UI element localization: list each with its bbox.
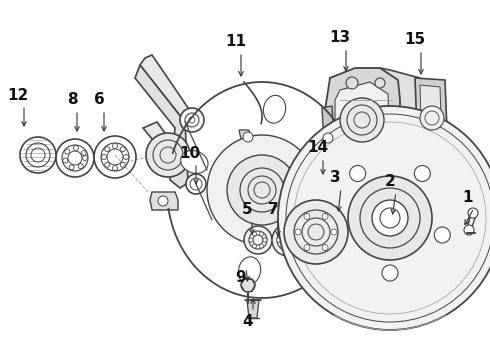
Circle shape xyxy=(113,166,118,171)
Circle shape xyxy=(278,106,490,330)
Circle shape xyxy=(65,149,70,154)
Circle shape xyxy=(249,238,253,242)
Text: 5: 5 xyxy=(242,202,252,217)
Circle shape xyxy=(295,229,301,235)
Ellipse shape xyxy=(311,219,338,243)
Circle shape xyxy=(272,224,304,256)
Circle shape xyxy=(146,133,190,177)
Circle shape xyxy=(322,213,328,219)
Circle shape xyxy=(434,227,450,243)
Circle shape xyxy=(290,245,295,250)
Circle shape xyxy=(284,200,348,264)
Polygon shape xyxy=(143,122,200,186)
Text: 13: 13 xyxy=(329,31,350,45)
Text: 6: 6 xyxy=(94,93,104,108)
Polygon shape xyxy=(140,55,195,122)
Circle shape xyxy=(186,174,206,194)
Circle shape xyxy=(227,155,297,225)
Circle shape xyxy=(158,196,168,206)
Polygon shape xyxy=(335,82,390,155)
Circle shape xyxy=(281,245,286,250)
Circle shape xyxy=(252,244,256,248)
Text: 12: 12 xyxy=(7,87,28,103)
Text: 3: 3 xyxy=(330,171,341,185)
Circle shape xyxy=(241,278,255,292)
Polygon shape xyxy=(328,68,420,168)
Circle shape xyxy=(350,166,366,181)
Circle shape xyxy=(123,154,128,159)
Polygon shape xyxy=(247,300,259,318)
Circle shape xyxy=(276,238,281,243)
Text: 1: 1 xyxy=(463,190,473,206)
Circle shape xyxy=(207,135,317,245)
Circle shape xyxy=(69,165,74,170)
Circle shape xyxy=(180,108,204,132)
Polygon shape xyxy=(135,65,188,188)
Text: 10: 10 xyxy=(179,145,200,161)
Circle shape xyxy=(372,200,408,236)
Circle shape xyxy=(348,176,432,260)
Circle shape xyxy=(382,265,398,281)
Circle shape xyxy=(244,226,272,254)
Circle shape xyxy=(420,106,444,130)
Circle shape xyxy=(375,78,385,88)
Circle shape xyxy=(82,156,88,161)
Polygon shape xyxy=(322,106,335,162)
Circle shape xyxy=(281,230,286,235)
Circle shape xyxy=(63,158,68,163)
Circle shape xyxy=(415,166,430,181)
Text: 7: 7 xyxy=(268,202,278,217)
Circle shape xyxy=(294,238,299,243)
Circle shape xyxy=(340,98,384,142)
Circle shape xyxy=(468,208,478,218)
Ellipse shape xyxy=(181,150,208,174)
Circle shape xyxy=(464,225,474,235)
Circle shape xyxy=(78,164,83,169)
Polygon shape xyxy=(325,68,400,165)
Circle shape xyxy=(113,144,118,148)
Circle shape xyxy=(101,154,106,159)
Circle shape xyxy=(290,230,295,235)
Polygon shape xyxy=(415,78,448,158)
Circle shape xyxy=(330,227,345,243)
Polygon shape xyxy=(420,85,442,150)
Circle shape xyxy=(120,147,125,152)
Circle shape xyxy=(331,229,337,235)
Polygon shape xyxy=(239,130,252,144)
Circle shape xyxy=(304,213,310,219)
Text: 8: 8 xyxy=(67,93,77,108)
Text: 9: 9 xyxy=(236,270,246,285)
Circle shape xyxy=(105,162,110,167)
Circle shape xyxy=(346,77,358,89)
Text: 4: 4 xyxy=(243,315,253,329)
Circle shape xyxy=(322,244,328,251)
Circle shape xyxy=(260,244,264,248)
Text: 2: 2 xyxy=(385,175,395,189)
Polygon shape xyxy=(150,192,178,210)
Circle shape xyxy=(323,133,333,143)
Circle shape xyxy=(304,244,310,251)
Circle shape xyxy=(243,132,253,142)
Text: 14: 14 xyxy=(307,140,329,156)
Circle shape xyxy=(120,162,125,167)
Circle shape xyxy=(260,232,264,236)
Text: 15: 15 xyxy=(404,32,425,48)
Ellipse shape xyxy=(239,257,261,285)
Ellipse shape xyxy=(264,95,286,123)
Circle shape xyxy=(252,232,256,236)
Circle shape xyxy=(263,238,267,242)
Circle shape xyxy=(74,145,78,150)
Circle shape xyxy=(105,147,110,152)
Circle shape xyxy=(81,150,86,156)
Text: 11: 11 xyxy=(225,35,246,49)
